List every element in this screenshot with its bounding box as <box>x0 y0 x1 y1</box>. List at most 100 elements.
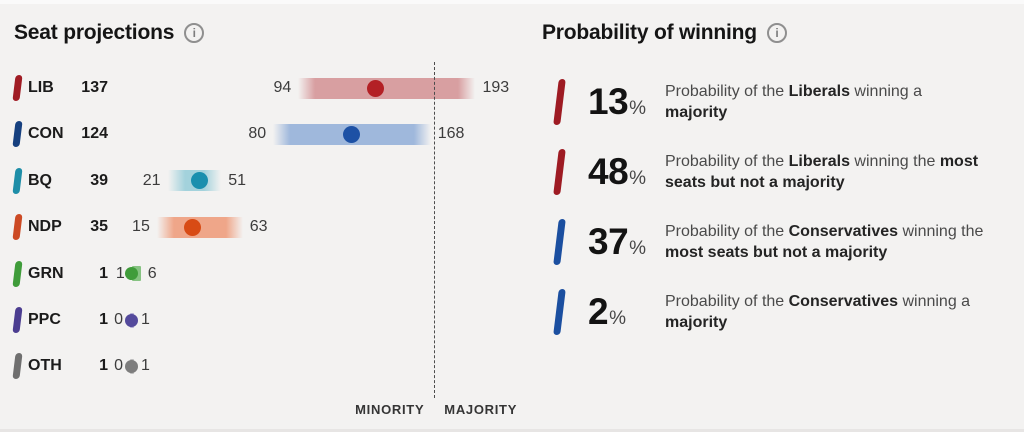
party-code-label: GRN <box>28 264 64 282</box>
probability-row: 2% Probability of the Conservatives winni… <box>542 280 1012 344</box>
percent-sign: % <box>629 238 647 259</box>
probability-value: 13% <box>588 81 665 123</box>
description-text: winning the <box>898 223 984 240</box>
range-low-label: 0 <box>114 357 123 375</box>
probability-marker <box>553 289 566 335</box>
projected-seats-value: 1 <box>99 264 108 282</box>
seat-row-oth: OTH 1 0 1 <box>0 343 540 389</box>
description-text: Probability of the <box>665 293 789 310</box>
party-marker-icon <box>12 167 23 194</box>
probability-value: 37% <box>588 221 665 263</box>
party-code-label: OTH <box>28 357 62 375</box>
probability-marker <box>553 149 566 195</box>
seat-row-ndp: NDP 35 15 63 <box>0 204 540 250</box>
projection-dot <box>125 267 139 281</box>
range-low-label: 15 <box>132 218 150 236</box>
range-low-label: 94 <box>273 79 292 96</box>
probability-value: 2% <box>588 291 665 333</box>
seat-row-bq: BQ 39 21 51 <box>0 158 540 204</box>
seat-row-grn: GRN 1 1 6 <box>0 251 540 297</box>
percent-sign: % <box>629 168 647 189</box>
description-emphasis: Liberals <box>788 83 850 100</box>
probability-description: Probability of the Conservatives winning… <box>665 291 1012 333</box>
party-marker-icon <box>12 75 23 101</box>
projection-dot <box>125 313 139 327</box>
description-text: winning the <box>849 153 940 170</box>
bottom-edge-divider <box>0 429 1024 432</box>
probability-number: 2 <box>588 291 609 332</box>
projection-dot <box>343 125 361 143</box>
range-low-label: 0 <box>114 311 123 328</box>
projected-seats-value: 137 <box>81 79 108 96</box>
range-high-label: 1 <box>141 311 150 328</box>
description-text: Probability of the <box>665 223 789 240</box>
majority-threshold-line <box>434 62 436 398</box>
party-code-label: LIB <box>28 79 54 96</box>
range-low-label: 80 <box>248 125 267 143</box>
range-high-label: 51 <box>228 171 247 189</box>
description-emphasis: Liberals <box>788 153 850 170</box>
range-high-label: 1 <box>141 357 150 375</box>
minority-axis-label: MINORITY <box>355 402 425 417</box>
projection-dot <box>184 218 202 236</box>
probability-row: 37% Probability of the Conservatives winn… <box>542 210 1012 274</box>
seat-projections-title-text: Seat projections <box>14 21 175 44</box>
probability-of-winning-title: Probability of winning <box>542 21 787 45</box>
range-high-label: 6 <box>147 264 157 282</box>
description-text: Probability of the <box>665 83 789 100</box>
description-text: Probability of the <box>665 153 789 170</box>
range-low-label: 1 <box>115 264 125 282</box>
probability-marker <box>553 219 566 265</box>
party-marker-icon <box>12 307 23 333</box>
party-code-label: NDP <box>28 218 62 236</box>
percent-sign: % <box>629 98 647 119</box>
range-high-label: 168 <box>437 125 465 143</box>
description-emphasis: seats but not a majority <box>665 174 845 191</box>
seat-row-con: CON 124 80 168 <box>0 111 540 157</box>
party-code-label: CON <box>28 125 64 143</box>
probability-row: 13% Probability of the Liberals winning a… <box>542 70 1012 134</box>
seat-row-lib: LIB 137 94 193 <box>0 65 540 111</box>
percent-sign: % <box>609 308 626 329</box>
probability-description: Probability of the Liberals winning the … <box>665 151 1012 193</box>
probability-title-text: Probability of winning <box>542 21 757 44</box>
party-code-label: PPC <box>28 311 61 328</box>
projected-seats-value: 1 <box>99 311 108 328</box>
projected-seats-value: 124 <box>81 125 108 143</box>
description-emphasis: majority <box>665 314 728 331</box>
probability-description: Probability of the Liberals winning a maj… <box>665 81 1012 123</box>
party-marker-icon <box>12 260 23 287</box>
top-edge-divider <box>0 0 1024 4</box>
projection-dot <box>125 359 139 373</box>
projected-seats-value: 35 <box>90 218 108 236</box>
confidence-range-bar <box>298 77 476 99</box>
description-emphasis: majority <box>665 104 728 121</box>
description-text: winning a <box>849 83 923 100</box>
probability-number: 37 <box>588 221 629 262</box>
range-low-label: 21 <box>142 171 161 189</box>
probability-number: 13 <box>588 81 629 122</box>
party-code-label: BQ <box>28 171 52 189</box>
description-emphasis: most seats but not a majority <box>665 244 888 261</box>
seat-row-ppc: PPC 1 0 1 <box>0 297 540 343</box>
range-high-label: 193 <box>482 79 510 96</box>
probability-list: 13% Probability of the Liberals winning a… <box>542 70 1012 350</box>
probability-row: 48% Probability of the Liberals winning t… <box>542 140 1012 204</box>
party-marker-icon <box>12 353 23 380</box>
range-high-label: 63 <box>249 218 268 236</box>
probability-value: 48% <box>588 151 665 193</box>
probability-number: 48 <box>588 151 629 192</box>
party-marker-icon <box>12 121 23 148</box>
probability-marker <box>553 79 566 125</box>
projected-seats-value: 1 <box>99 357 108 375</box>
info-icon[interactable] <box>766 23 787 43</box>
info-icon[interactable] <box>184 23 205 43</box>
majority-axis-label: MAJORITY <box>444 402 518 417</box>
projection-dot <box>191 172 209 190</box>
seat-projections-title: Seat projections <box>14 21 205 45</box>
projection-dot <box>366 79 384 97</box>
probability-description: Probability of the Conservatives winning… <box>665 221 1012 263</box>
description-emphasis: Conservatives <box>788 293 899 310</box>
projected-seats-value: 39 <box>90 171 108 189</box>
